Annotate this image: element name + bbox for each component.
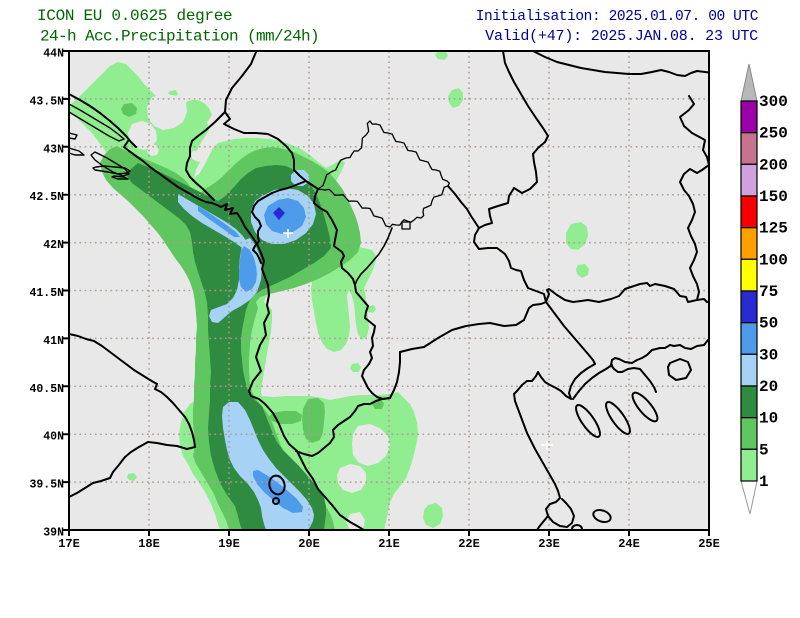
- svg-text:ICON EU 0.0625 degree: ICON EU 0.0625 degree: [37, 7, 232, 25]
- svg-text:41N: 41N: [43, 335, 64, 348]
- svg-text:300: 300: [759, 93, 788, 111]
- svg-text:Initialisation: 2025.01.07. 00: Initialisation: 2025.01.07. 00 UTC: [476, 9, 759, 25]
- svg-text:40.5N: 40.5N: [29, 383, 64, 396]
- svg-text:41.5N: 41.5N: [29, 287, 64, 300]
- svg-text:43N: 43N: [43, 143, 64, 156]
- svg-text:18E: 18E: [138, 537, 160, 551]
- svg-text:200: 200: [759, 156, 788, 174]
- svg-text:25E: 25E: [698, 537, 720, 551]
- svg-text:44N: 44N: [43, 48, 64, 61]
- svg-text:Valid(+47): 2025.JAN.08. 23 UT: Valid(+47): 2025.JAN.08. 23 UTC: [485, 28, 758, 45]
- svg-text:20E: 20E: [298, 537, 320, 551]
- svg-text:22E: 22E: [458, 537, 480, 551]
- svg-text:19E: 19E: [218, 537, 240, 551]
- svg-text:30: 30: [759, 346, 778, 364]
- svg-text:250: 250: [759, 125, 788, 143]
- svg-text:125: 125: [759, 220, 788, 238]
- svg-text:40N: 40N: [43, 431, 64, 444]
- svg-text:75: 75: [759, 283, 778, 301]
- svg-text:50: 50: [759, 315, 778, 333]
- svg-text:24E: 24E: [618, 537, 640, 551]
- svg-text:42.5N: 42.5N: [29, 191, 64, 204]
- svg-text:23E: 23E: [538, 537, 560, 551]
- svg-text:5: 5: [759, 441, 769, 459]
- svg-text:39.5N: 39.5N: [29, 479, 64, 492]
- svg-text:1: 1: [759, 473, 769, 491]
- svg-text:150: 150: [759, 188, 788, 206]
- svg-text:20: 20: [759, 378, 778, 396]
- svg-text:39N: 39N: [43, 527, 64, 540]
- svg-text:43.5N: 43.5N: [29, 95, 64, 108]
- svg-text:24-h Acc.Precipitation (mm/24h: 24-h Acc.Precipitation (mm/24h): [40, 28, 319, 46]
- svg-text:21E: 21E: [378, 537, 400, 551]
- svg-text:42N: 42N: [43, 239, 64, 252]
- svg-text:10: 10: [759, 410, 778, 428]
- svg-text:17E: 17E: [58, 537, 80, 551]
- svg-text:100: 100: [759, 251, 788, 269]
